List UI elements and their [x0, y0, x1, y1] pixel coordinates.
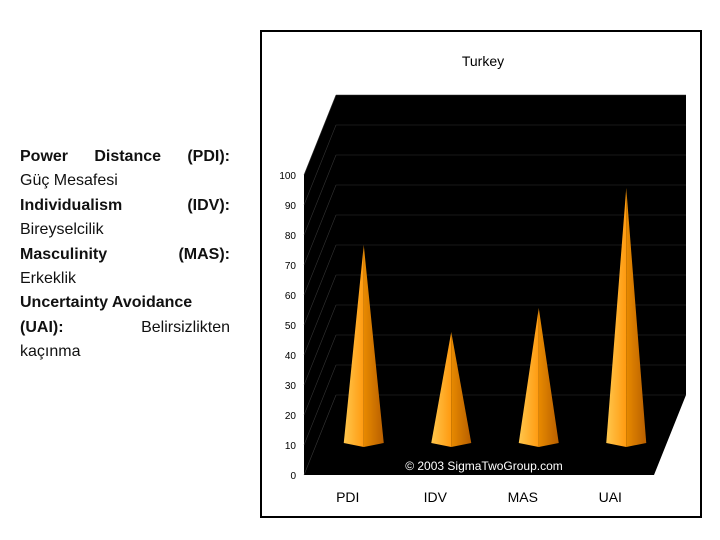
definition-text: Belirsizlikten — [141, 318, 230, 336]
definition-text: kaçınma — [20, 343, 81, 361]
y-tick-label: 40 — [285, 351, 297, 362]
definition-text: Bireyselcilik — [20, 221, 104, 239]
y-tick-label: 0 — [290, 471, 296, 482]
y-tick-label: 10 — [285, 441, 297, 452]
definition-text: Masculinity — [20, 245, 108, 263]
bar-face-left — [518, 308, 539, 447]
definition-line: (UAI): Belirsizlikten — [20, 316, 230, 340]
x-category-label: PDI — [336, 489, 359, 505]
gridline-side — [303, 94, 337, 176]
definition-line: Power Distance (PDI): — [20, 145, 230, 169]
y-tick-label: 60 — [285, 291, 297, 302]
gridline-side — [303, 184, 337, 266]
definition-line: Masculinity (MAS): — [20, 243, 230, 267]
definition-line: Bireyselcilik — [20, 218, 230, 242]
definition-text: (PDI): — [187, 148, 230, 165]
definition-line: Uncertainty Avoidance — [20, 291, 230, 315]
bar-idv — [431, 332, 472, 447]
gridline-side — [303, 124, 337, 206]
bar-pdi — [343, 245, 384, 447]
bar-face-right — [626, 188, 647, 447]
x-category-label: MAS — [508, 489, 538, 505]
definition-line: kaçınma — [20, 340, 230, 364]
gridline-side — [303, 334, 337, 416]
bar-mas — [518, 308, 559, 447]
definition-text: Erkeklik — [20, 270, 77, 288]
definition-text: Power — [20, 148, 69, 165]
copyright-watermark: © 2003 SigmaTwoGroup.com — [405, 459, 563, 473]
gridline-side — [303, 154, 337, 236]
y-tick-label: 100 — [279, 171, 296, 182]
bar-face-left — [431, 332, 452, 447]
y-tick-label: 80 — [285, 231, 297, 242]
y-tick-label: 90 — [285, 201, 297, 212]
x-category-label: UAI — [599, 489, 622, 505]
y-tick-label: 70 — [285, 261, 297, 272]
gridline-side — [303, 364, 337, 446]
gridline-side — [303, 304, 337, 386]
definition-line: Güç Mesafesi — [20, 169, 230, 193]
definition-line: Individualism (IDV): — [20, 194, 230, 218]
definitions-text: Power Distance (PDI): Güç Mesafesi Individua… — [20, 145, 230, 365]
bar-face-right — [538, 308, 559, 447]
bar-face-right — [451, 332, 472, 447]
y-tick-label: 20 — [285, 411, 297, 422]
chart-title: Turkey — [462, 53, 504, 69]
chart-labels: 0 10 20 30 40 50 60 70 80 90 100 PDI IDV MAS UAI Turkey… — [279, 53, 622, 505]
definition-text: (IDV): — [187, 196, 230, 214]
definition-text: Uncertainty Avoidance — [20, 294, 193, 312]
bar-uai — [606, 188, 647, 447]
definition-text: Individualism — [20, 196, 123, 214]
bar-face-left — [606, 188, 627, 447]
gridline-side — [303, 244, 337, 326]
floor — [304, 395, 686, 475]
gridline-side — [303, 274, 337, 356]
gridline-side — [303, 394, 337, 476]
definition-text: Güç Mesafesi — [20, 172, 118, 190]
definition-text: (UAI): — [20, 318, 64, 336]
y-tick-label: 30 — [285, 381, 297, 392]
turkey-bar-chart: 0 10 20 30 40 50 60 70 80 90 100 PDI IDV MAS UAI Turkey… — [279, 53, 686, 505]
chart-walls — [303, 94, 686, 476]
definition-text: Distance — [94, 148, 162, 165]
gridline-side — [303, 214, 337, 296]
chart-bars — [343, 188, 647, 447]
y-tick-label: 50 — [285, 321, 297, 332]
definition-text: (MAS): — [178, 245, 230, 263]
bar-face-left — [343, 245, 364, 447]
definition-line: Erkeklik — [20, 267, 230, 291]
bar-face-right — [363, 245, 384, 447]
x-category-label: IDV — [424, 489, 448, 505]
chart-frame: 0 10 20 30 40 50 60 70 80 90 100 PDI IDV MAS UAI Turkey… — [260, 30, 702, 518]
